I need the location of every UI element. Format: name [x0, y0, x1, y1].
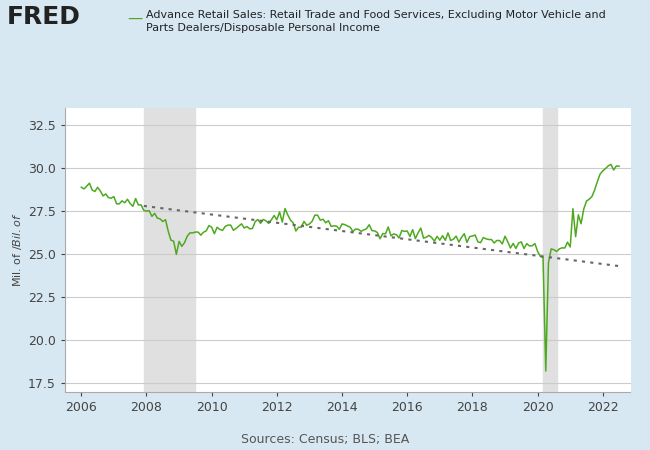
- Bar: [543, 108, 556, 392]
- Text: —: —: [127, 11, 142, 26]
- Text: Sources: Census; BLS; BEA: Sources: Census; BLS; BEA: [241, 432, 409, 446]
- Y-axis label: Mil. of $/Bil. of $: Mil. of $/Bil. of $: [11, 212, 24, 287]
- Bar: [144, 108, 196, 392]
- Text: Advance Retail Sales: Retail Trade and Food Services, Excluding Motor Vehicle an: Advance Retail Sales: Retail Trade and F…: [146, 10, 606, 33]
- Text: FRED: FRED: [6, 4, 81, 28]
